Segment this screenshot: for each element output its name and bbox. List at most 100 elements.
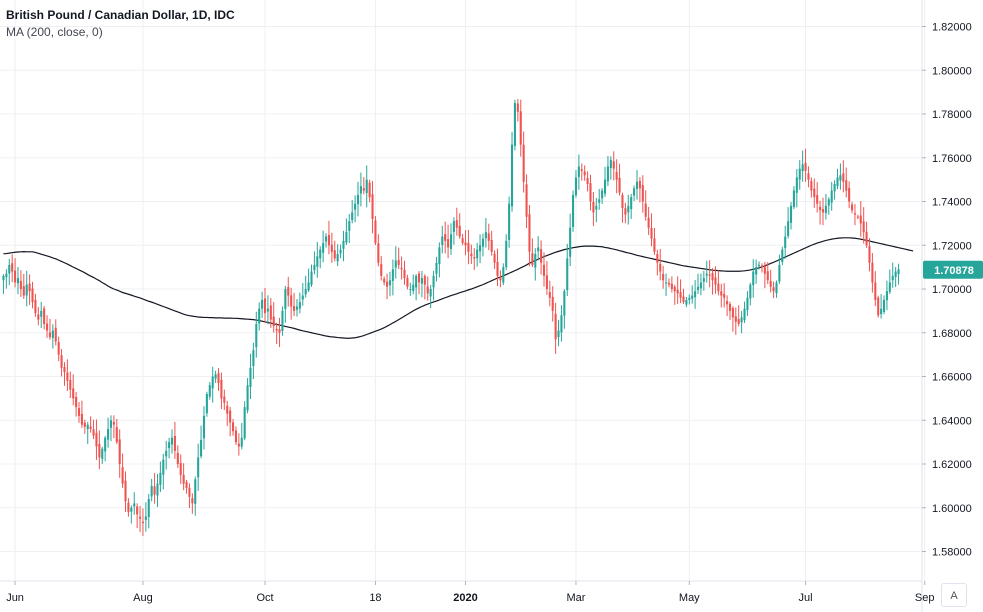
candle-body (127, 502, 130, 513)
candle (208, 382, 211, 400)
candle-body (191, 498, 194, 504)
candle-body (234, 430, 237, 443)
candle (226, 400, 229, 427)
candle-body (667, 282, 671, 285)
candle (708, 260, 711, 288)
candle-body (359, 186, 362, 194)
candle-body (48, 332, 51, 338)
candle (548, 280, 551, 307)
candle (63, 362, 66, 386)
candle (168, 437, 171, 459)
candle-body (734, 316, 737, 322)
candle (595, 198, 598, 223)
candle (252, 342, 255, 379)
candle-body (682, 296, 685, 303)
candle-body (173, 435, 176, 451)
candle (673, 284, 676, 305)
candle-body (702, 278, 705, 282)
candle (801, 150, 804, 182)
candle-body (737, 319, 740, 324)
candle-body (740, 317, 743, 323)
candle (848, 181, 851, 209)
candle (723, 283, 726, 308)
candle (586, 171, 589, 192)
candle (266, 295, 269, 325)
time-axis[interactable]: Jun Aug Oct 18 2020 Mar May Jul Sep (6, 581, 934, 604)
candle-body (290, 295, 293, 307)
candle (804, 148, 807, 182)
candle-body (752, 271, 755, 286)
candle-body (537, 247, 540, 252)
candle-body (182, 474, 185, 484)
candle-body (208, 385, 211, 397)
candle-body (711, 273, 714, 281)
candle-body (118, 439, 121, 464)
indicator-label[interactable]: MA (200, close, 0) (6, 25, 103, 39)
candle-body (522, 144, 525, 182)
candle-body (458, 225, 461, 237)
candle (493, 250, 496, 269)
candle (34, 293, 37, 317)
price-axis[interactable]: 1.58000 1.60000 1.62000 1.64000 1.66000 1.680… (922, 22, 972, 559)
candle-body (853, 213, 857, 215)
candle-body (342, 240, 345, 249)
candle-body (150, 485, 153, 497)
candle (470, 244, 473, 264)
candle (572, 190, 575, 232)
candle (441, 225, 444, 254)
candle-body (580, 169, 583, 171)
candle-body (243, 407, 246, 439)
candle-body (877, 297, 880, 316)
candle (112, 415, 115, 439)
candle-body (598, 199, 601, 203)
candle (293, 292, 296, 317)
candle (403, 260, 406, 285)
candle (740, 310, 743, 334)
candle-body (22, 286, 25, 296)
y-tick-label: 1.78000 (932, 109, 972, 121)
candle-body (609, 159, 612, 168)
candle-body (214, 374, 217, 379)
x-tick-label: Sep (915, 592, 935, 604)
candle (313, 251, 316, 275)
candle (432, 270, 435, 301)
x-tick-label: 18 (369, 592, 381, 604)
candle (342, 230, 345, 262)
candle (775, 280, 778, 298)
candle-body (452, 221, 455, 232)
candle-body (322, 243, 325, 253)
candle (577, 154, 580, 190)
candle (354, 195, 357, 223)
candle-body (284, 289, 287, 309)
candle-body (819, 206, 822, 211)
candle-body (295, 306, 299, 310)
candle-body (417, 273, 421, 283)
candle-body (275, 328, 278, 331)
candle-body (789, 205, 793, 223)
candle-body (423, 276, 426, 285)
candle-body (263, 298, 267, 314)
candle-body (595, 205, 598, 210)
candle-body (627, 205, 630, 213)
chart-legend[interactable]: British Pound / Canadian Dollar, 1D, IDC… (6, 7, 235, 41)
candle (429, 284, 432, 309)
candle (223, 389, 226, 410)
candle (263, 288, 267, 324)
candle (336, 244, 339, 267)
candle-body (420, 278, 423, 284)
candle (670, 276, 673, 293)
auto-scale-button[interactable]: A (941, 583, 967, 607)
candle (423, 274, 426, 300)
symbol-title[interactable]: British Pound / Canadian Dollar, 1D, IDC (6, 8, 235, 22)
candle-body (862, 221, 865, 233)
candle-body (426, 286, 429, 294)
candle-body (484, 232, 487, 239)
candle (92, 419, 95, 440)
candle (810, 177, 813, 198)
candle-body (816, 195, 819, 204)
candle (147, 493, 150, 529)
candle-body (147, 499, 150, 518)
candle-body (83, 422, 86, 427)
candle (391, 259, 394, 296)
